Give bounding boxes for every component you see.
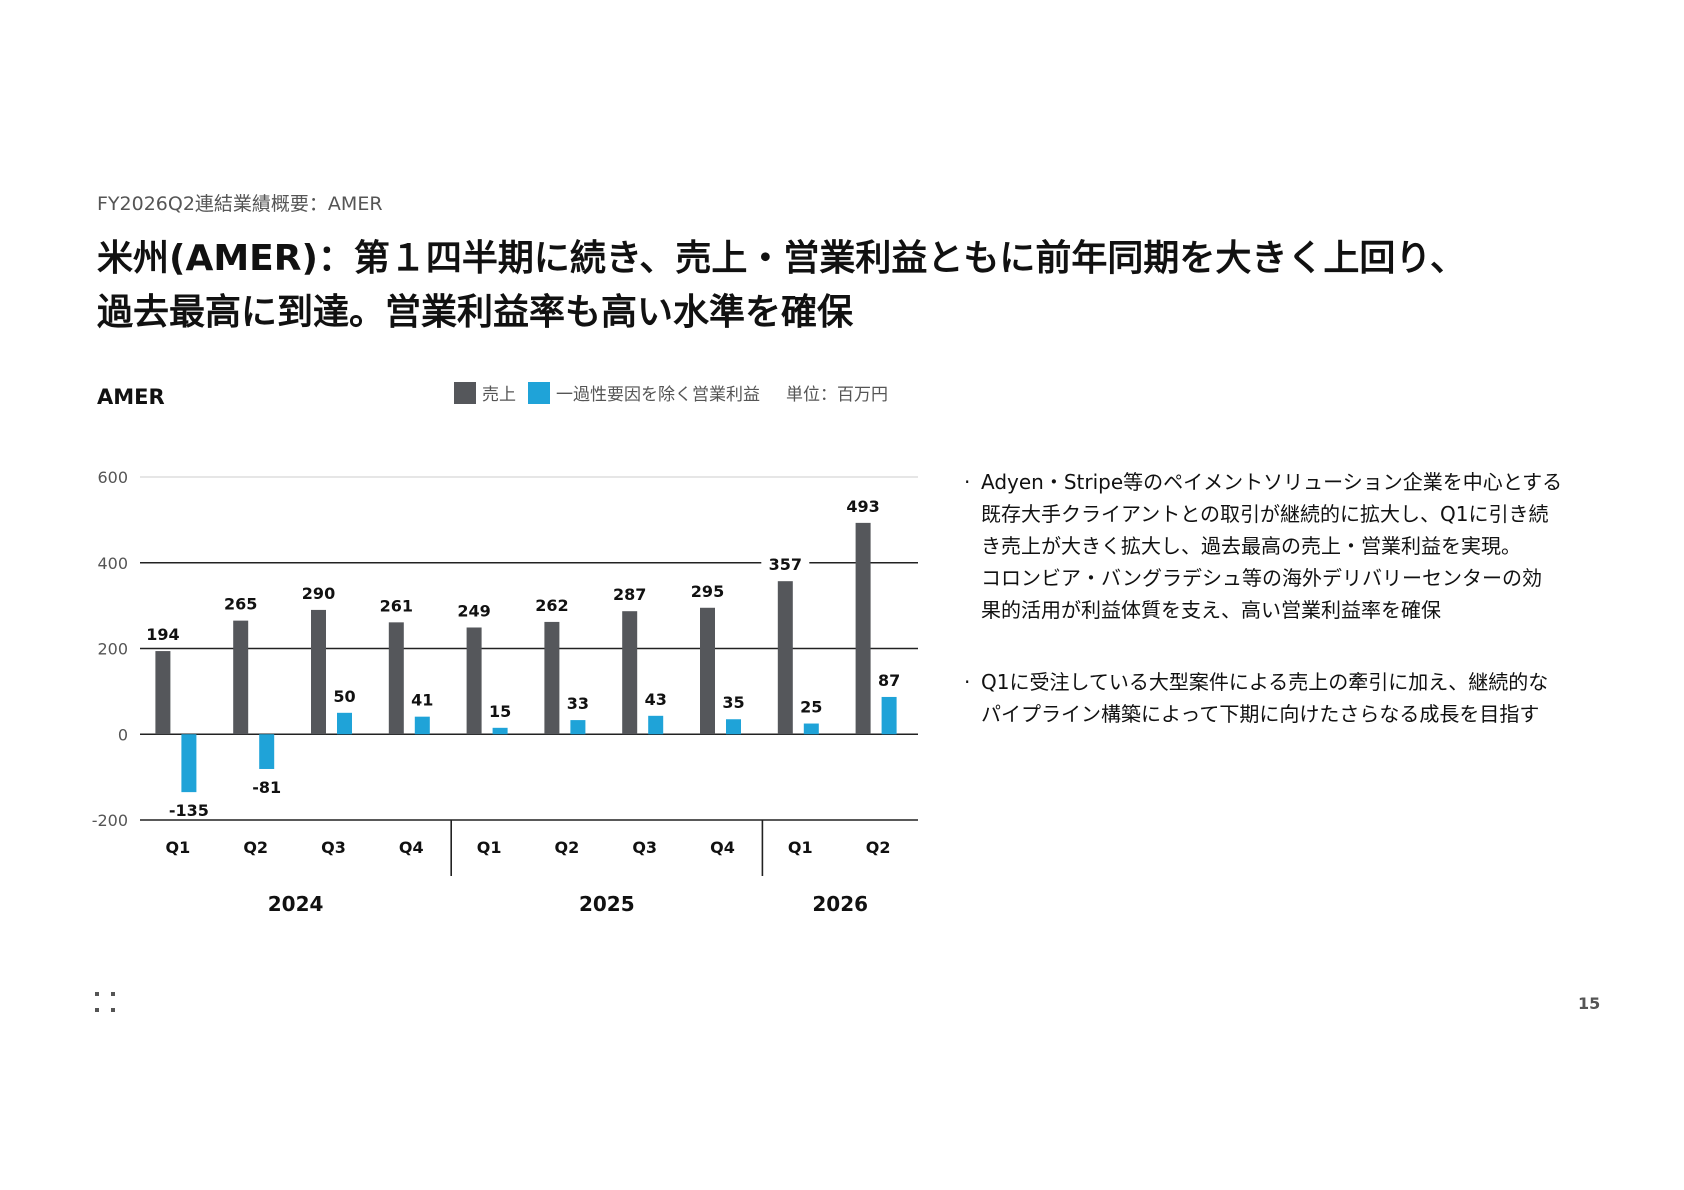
data-label-op-income: 25	[800, 698, 822, 717]
x-tick-label: Q3	[632, 838, 657, 857]
bar-sales	[700, 607, 715, 735]
data-label-sales: 295	[691, 582, 724, 601]
x-tick-label: Q2	[243, 838, 268, 857]
bar-op-income	[570, 720, 586, 735]
data-label-op-income: -135	[169, 801, 209, 820]
data-label-sales: 249	[457, 601, 490, 620]
y-tick-label: 400	[97, 554, 128, 573]
data-label-sales: 357	[769, 555, 802, 574]
x-tick-label: Q4	[399, 838, 424, 857]
x-tick-label: Q1	[788, 838, 813, 857]
x-tick-label: Q2	[555, 838, 580, 857]
legend-item-sales: 売上	[454, 380, 516, 405]
data-label-sales: 261	[380, 596, 413, 615]
bar-op-income	[337, 712, 352, 735]
bullet-line: き売上が大きく拡大し、過去最高の売上・営業利益を実現。	[981, 534, 1521, 558]
unit-label: 単位：百万円	[786, 385, 888, 405]
y-tick-label: 600	[97, 468, 128, 487]
data-label-op-income: 15	[489, 702, 511, 721]
data-label-op-income: 43	[645, 690, 667, 709]
bar-op-income	[803, 723, 819, 735]
x-tick-label: Q1	[166, 838, 191, 857]
bar-sales	[388, 622, 404, 735]
data-label-op-income: -81	[252, 778, 281, 797]
bar-sales	[233, 620, 249, 735]
data-label-sales: 194	[146, 625, 179, 644]
bar-sales	[155, 651, 171, 735]
breadcrumb: FY2026Q2連結業績概要：AMER	[97, 193, 383, 215]
data-label-sales: 287	[613, 585, 646, 604]
data-label-sales: 265	[224, 595, 257, 614]
bar-op-income	[881, 696, 897, 735]
bar-op-income	[181, 734, 197, 793]
legend-label-sales: 売上	[482, 385, 516, 405]
bullet-item: Q1に受注している大型案件による売上の牽引に加え、継続的な パイプライン構築によ…	[964, 666, 1654, 730]
x-tick-label: Q2	[866, 838, 891, 857]
data-label-op-income: 50	[333, 687, 355, 706]
legend-item-op-income: 一過性要因を除く営業利益	[528, 380, 760, 405]
year-label: 2024	[268, 892, 324, 916]
data-label-op-income: 35	[722, 693, 744, 712]
bullet-line: Adyen・Stripe等のペイメントソリューション企業を中心とする	[981, 470, 1563, 494]
bar-sales	[855, 522, 871, 735]
page-title-line: 米州(AMER)：第１四半期に続き、売上・営業利益ともに前年同期を大きく上回り、	[97, 238, 1466, 279]
legend-swatch-op-income	[528, 381, 550, 404]
year-label: 2026	[812, 892, 868, 916]
bullet-item: Adyen・Stripe等のペイメントソリューション企業を中心とする 既存大手ク…	[964, 466, 1654, 626]
page-title: 米州(AMER)：第１四半期に続き、売上・営業利益ともに前年同期を大きく上回り、…	[97, 232, 1577, 340]
bar-op-income	[414, 716, 430, 735]
bar-op-income	[648, 715, 664, 735]
bar-sales	[311, 609, 326, 735]
bullet-line: Q1に受注している大型案件による売上の牽引に加え、継続的な	[981, 670, 1549, 694]
bar-sales	[777, 581, 793, 735]
bullet-line: パイプライン構築によって下期に向けたさらなる成長を目指す	[981, 702, 1540, 726]
data-label-op-income: 87	[878, 671, 900, 690]
x-tick-label: Q4	[710, 838, 735, 857]
y-tick-label: 0	[118, 725, 128, 744]
data-label-sales: 262	[535, 596, 568, 615]
data-label-op-income: 33	[567, 694, 589, 713]
year-label: 2025	[579, 892, 635, 916]
chart-legend: 売上 一過性要因を除く営業利益 単位：百万円	[454, 380, 888, 405]
bar-op-income	[492, 727, 508, 735]
data-label-op-income: 41	[411, 691, 433, 710]
bullet-line: 既存大手クライアントとの取引が継続的に拡大し、Q1に引き続	[981, 502, 1549, 526]
bar-sales	[466, 627, 482, 735]
page-number: 15	[1578, 994, 1601, 1013]
x-tick-label: Q3	[321, 838, 346, 857]
data-label-sales: 290	[302, 584, 335, 603]
bar-sales	[544, 621, 560, 735]
chart-label: AMER	[97, 385, 165, 409]
y-tick-label: -200	[92, 811, 128, 830]
bullet-line: 果的活用が利益体質を支え、高い営業利益率を確保	[981, 598, 1441, 622]
legend-label-op-income: 一過性要因を除く営業利益	[556, 385, 760, 405]
bullet-list: Adyen・Stripe等のペイメントソリューション企業を中心とする 既存大手ク…	[964, 466, 1654, 770]
data-label-sales: 493	[846, 497, 879, 516]
x-tick-label: Q1	[477, 838, 502, 857]
page-title-line: 過去最高に到達。営業利益率も高い水準を確保	[97, 292, 854, 333]
data-label-background	[761, 552, 810, 575]
legend-swatch-sales	[454, 381, 476, 404]
bar-op-income	[726, 719, 741, 735]
y-tick-label: 200	[97, 640, 128, 659]
bar-op-income	[259, 734, 275, 769]
bullet-line: コロンビア・バングラデシュ等の海外デリバリーセンターの効	[981, 566, 1542, 590]
company-logo-icon	[95, 988, 119, 1012]
bar-sales	[622, 611, 638, 735]
